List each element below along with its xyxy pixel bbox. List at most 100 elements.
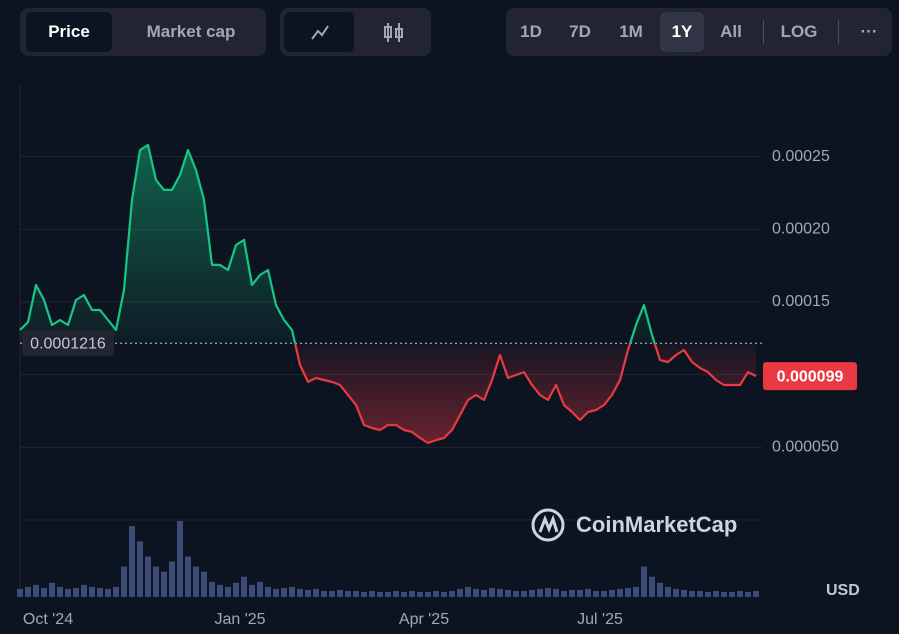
volume-bar [617,588,623,597]
baseline-label: 0.0001216 [30,335,106,352]
market-cap-button[interactable]: Market cap [146,22,236,41]
volume-bar [145,556,151,597]
volume-bar [345,590,351,597]
volume-bar [505,589,511,597]
volume-bar [289,586,295,597]
volume-bar [241,576,247,597]
volume-bar [153,566,159,597]
price-button[interactable]: Price [26,12,112,52]
watermark-text: CoinMarketCap [576,512,737,537]
volume-bar [161,571,167,597]
more-button[interactable]: ··· [860,22,878,41]
candle-icon [384,23,403,42]
volume-bar [385,591,391,597]
range-button[interactable]: 1Y [660,12,704,52]
volume-bar [721,591,727,597]
volume-bar [625,587,631,597]
range-button[interactable]: 1M [619,22,643,41]
volume-bar [401,591,407,597]
volume-bar [393,590,399,597]
volume-bar [225,586,231,597]
volume-bar [537,588,543,597]
volume-bar [305,589,311,597]
volume-bar [97,587,103,597]
volume-bar [201,571,207,597]
volume-bar [481,589,487,597]
current-price-badge [763,362,857,391]
volume-bar [73,587,79,597]
volume-bar [17,588,23,597]
separator [838,20,839,44]
separator [763,20,764,44]
log-button[interactable]: LOG [780,22,818,41]
volume-bar [361,591,367,597]
volume-bar [209,581,215,597]
line-chart-button[interactable] [284,12,354,52]
volume-bar [337,589,343,597]
range-button[interactable]: 1D [520,22,542,41]
volume-bar [713,590,719,597]
volume-bar [217,584,223,597]
volume-bar [697,590,703,597]
range-button[interactable]: 7D [569,22,591,41]
volume-bar [409,590,415,597]
volume-bar [569,589,575,597]
x-tick-label: Oct '24 [23,611,73,628]
volume-bar [745,591,751,597]
volume-bar [33,584,39,597]
volume-bar [113,586,119,597]
volume-bar [57,586,63,597]
volume-bar [369,590,375,597]
volume-bar [185,556,191,597]
volume-bar [273,588,279,597]
volume-bar [129,526,135,597]
price-line [19,143,757,445]
volume-bar [633,586,639,597]
watermark: CoinMarketCap [531,508,737,542]
volume-bar [49,582,55,597]
volume-bar [513,590,519,597]
current-price-label: 0.000099 [777,368,844,385]
volume-bar [737,590,743,597]
volume-bar [105,588,111,597]
volume-bar [553,588,559,597]
y-tick-label: 0.00020 [772,221,830,238]
volume-bar [521,590,527,597]
volume-bar [353,590,359,597]
volume-bar [593,590,599,597]
volume-bar [377,591,383,597]
volume-bar [649,576,655,597]
candle-chart-button[interactable] [360,12,427,52]
volume-bar [497,588,503,597]
volume-bar [177,521,183,597]
volume-bar [641,566,647,597]
volume-bar [673,588,679,597]
volume-bar [585,588,591,597]
y-tick-label: 0.00025 [772,148,830,165]
chart-type-toggle [280,8,431,56]
volume-bar [609,589,615,597]
volume-bar [449,590,455,597]
volume-bar [665,586,671,597]
volume-bar [657,582,663,597]
volume-bar [257,581,263,597]
line-icon [311,25,329,40]
x-tick-label: Jul '25 [577,611,623,628]
volume-bar [489,587,495,597]
volume-bar [729,591,735,597]
volume-bar [265,586,271,597]
y-tick-label: 0.000050 [772,439,839,456]
volume-bar [281,587,287,597]
currency-label: USD [826,582,860,599]
volume-bar [89,586,95,597]
volume-bar [297,588,303,597]
volume-bar [465,586,471,597]
volume-bar [457,588,463,597]
volume-bar [689,590,695,597]
range-button[interactable]: All [720,22,742,41]
volume-bar [433,590,439,597]
volume-bar [577,589,583,597]
x-tick-label: Apr '25 [399,611,449,628]
